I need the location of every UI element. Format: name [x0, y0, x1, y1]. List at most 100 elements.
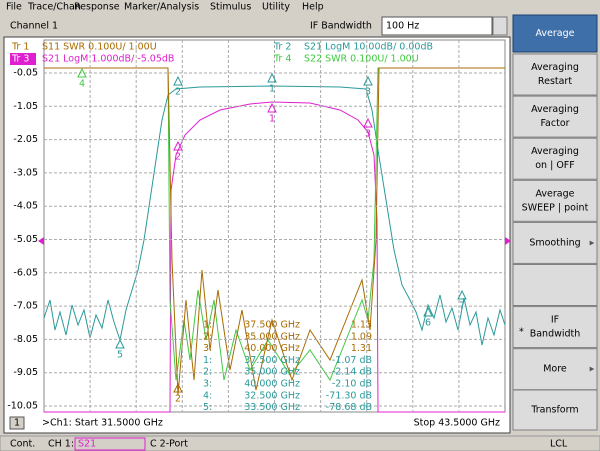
- trace-desc: S21 LogM 10.00dB/ 0.00dB: [304, 42, 433, 53]
- menu-item[interactable]: Marker/Analysis: [124, 2, 199, 13]
- if-bandwidth-value: 100 Hz: [386, 21, 419, 32]
- marker-table-cell: -1.07 dB: [332, 355, 372, 366]
- marker-table-cell: 41.500 GHz: [244, 414, 300, 425]
- softkey[interactable]: [512, 306, 598, 349]
- softkey[interactable]: [512, 95, 598, 138]
- y-label: -2.05: [13, 134, 38, 145]
- marker-label: 2: [175, 87, 181, 98]
- marker-triangle: [457, 289, 467, 300]
- y-label: -9.05: [13, 367, 38, 378]
- softkey-flag: *: [519, 327, 524, 338]
- marker-table-cell: 5:: [203, 402, 212, 413]
- marker-triangle: [115, 338, 125, 349]
- trace-id[interactable]: Tr 2: [273, 42, 291, 53]
- marker-label: 5: [117, 350, 123, 361]
- marker-label: 6: [425, 318, 431, 329]
- status-channel: CH 1:: [48, 439, 74, 450]
- marker-triangle: [267, 102, 277, 113]
- menu-item[interactable]: Trace/Chan: [27, 2, 81, 13]
- marker-label: 3: [365, 129, 371, 140]
- softkey-label: Smoothing: [529, 237, 580, 248]
- marker-table-cell: 1.31: [351, 343, 372, 354]
- menu-bar: [0, 0, 600, 14]
- marker-label: 3: [365, 87, 371, 98]
- marker-table-cell: 40.000 GHz: [244, 343, 300, 354]
- marker-triangle: [363, 117, 373, 128]
- if-bandwidth-input[interactable]: [381, 16, 493, 36]
- reference-marker: [38, 237, 44, 245]
- menu-item[interactable]: File: [6, 2, 22, 13]
- marker-table-cell: 40.000 GHz: [244, 379, 300, 390]
- y-label: -7.05: [13, 301, 38, 312]
- y-label: -6.05: [13, 267, 38, 278]
- y-label: -0.05: [13, 68, 38, 79]
- softkey[interactable]: [512, 221, 598, 264]
- trace-desc: S22 SWR 0.100U/ 1.00U: [304, 54, 419, 65]
- y-label: -5.05: [13, 234, 38, 245]
- marker-label: 2: [175, 152, 181, 163]
- marker-table-cell: 37.500 GHz: [244, 320, 300, 331]
- sweep-start: >Ch1: Start 31.5000 GHz: [42, 418, 163, 429]
- trace-3: [44, 101, 505, 413]
- softkey[interactable]: [512, 137, 598, 180]
- softkey-label: Averaging: [531, 62, 579, 73]
- marker-triangle: [77, 67, 87, 78]
- marker-table-cell: -2.14 dB: [332, 367, 372, 378]
- trace-id[interactable]: Tr 4: [273, 54, 291, 65]
- softkey-label: SWEEP | point: [522, 202, 589, 213]
- status-cal: C 2-Port: [150, 439, 188, 450]
- marker-table-cell: 3:: [203, 343, 212, 354]
- menu-item[interactable]: Help: [302, 2, 324, 13]
- status-bar: [0, 435, 600, 451]
- softkey[interactable]: [512, 264, 598, 306]
- channel-number: 1: [14, 418, 20, 429]
- menu-item[interactable]: Utility: [262, 2, 290, 13]
- y-label: -1.05: [13, 101, 38, 112]
- marker-triangle: [363, 75, 373, 86]
- menu-item[interactable]: Response: [74, 2, 120, 13]
- softkey-label: Transform: [530, 405, 578, 416]
- softkey-label: Average: [535, 28, 574, 39]
- softkey-arrow: ▸: [590, 364, 595, 375]
- marker-label: 4: [79, 79, 85, 90]
- marker-table-cell: -2.10 dB: [332, 379, 372, 390]
- channel-box: [9, 416, 25, 430]
- marker-label: 7: [459, 301, 465, 312]
- status-param: S21: [78, 439, 96, 450]
- marker-table-cell: 3:: [203, 379, 212, 390]
- channel-title: Channel 1: [10, 21, 58, 32]
- softkey[interactable]: [512, 389, 598, 431]
- softkey[interactable]: [512, 348, 598, 391]
- marker-label: 1: [269, 84, 275, 95]
- trace-id[interactable]: Tr 1: [11, 42, 29, 53]
- if-bandwidth-label: IF Bandwidth: [310, 21, 372, 32]
- spin-button[interactable]: [492, 16, 508, 36]
- softkey-label: Average: [535, 188, 574, 199]
- marker-table-cell: 35.000 GHz: [244, 331, 300, 342]
- softkey[interactable]: [512, 179, 598, 222]
- reference-marker: [505, 237, 511, 245]
- marker-table-cell: 4:: [203, 390, 212, 401]
- marker-table-cell: 1:: [203, 355, 212, 366]
- marker-table-cell: 32.500 GHz: [244, 390, 300, 401]
- marker-table-cell: -78.68 dB: [326, 402, 372, 413]
- marker-triangle: [423, 306, 433, 317]
- menu-item[interactable]: Stimulus: [210, 2, 251, 13]
- marker-table-cell: 2:: [203, 331, 212, 342]
- softkey[interactable]: [512, 14, 598, 53]
- trace-id[interactable]: Tr 3: [11, 54, 29, 65]
- marker-table-cell: -69.21 dB: [326, 414, 372, 425]
- status-mode: Cont.: [10, 439, 35, 450]
- marker-table-cell: 35.000 GHz: [244, 367, 300, 378]
- status-ref: LCL: [550, 439, 568, 450]
- y-label: -10.05: [7, 401, 38, 412]
- softkey-label: Factor: [540, 118, 569, 129]
- softkey-label: on | OFF: [535, 160, 574, 171]
- marker-triangle: [173, 382, 183, 393]
- marker-triangle: [173, 75, 183, 86]
- marker-table-cell: -71.30 dB: [326, 390, 372, 401]
- softkey[interactable]: [512, 53, 598, 96]
- marker-table: 1: 37.500 GHz 1.13 2: 35.000 GHz 1.09 3: 40.000…: [203, 320, 372, 425]
- softkey-label: IF: [551, 315, 559, 326]
